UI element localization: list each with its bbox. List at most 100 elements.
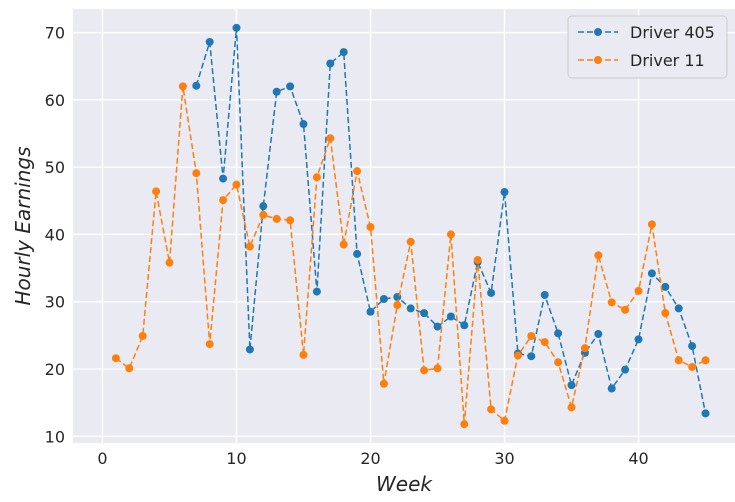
data-point [232,23,241,32]
data-point [232,180,241,189]
data-point [138,332,147,341]
data-point [567,403,576,412]
series-line [195,27,707,414]
data-point [393,301,402,310]
data-point [192,169,201,178]
data-point [272,214,281,223]
data-point [527,332,536,341]
data-point [286,82,295,91]
data-point [259,202,268,211]
data-point [647,269,656,278]
data-point [326,134,335,143]
data-point [674,356,683,365]
data-point [473,255,482,264]
data-point [500,416,509,425]
data-point [594,251,603,260]
data-point [701,409,710,418]
data-point [245,242,254,251]
data-point [312,287,321,296]
data-point [607,298,616,307]
x-tick-label: 40 [628,449,648,468]
y-tick-label: 30 [45,293,65,312]
data-point [500,188,509,197]
data-point [299,350,308,359]
data-point [621,365,630,374]
y-tick-label: 20 [45,360,65,379]
data-point [406,304,415,313]
data-point [634,335,643,344]
data-point [487,405,496,414]
x-tick-label: 0 [97,449,107,468]
tick-labels: 0 10 20 30 40 10 20 30 40 50 60 70 [45,24,649,468]
data-point [339,48,348,57]
data-point [567,381,576,390]
data-point [661,309,670,318]
y-axis-label: Hourly Earnings [11,146,35,305]
data-point [688,362,697,371]
data-point [379,295,388,304]
data-point [299,120,308,129]
data-point [406,237,415,246]
data-point [701,356,710,365]
data-point [219,174,228,183]
series-2 [111,82,710,429]
data-point [433,364,442,373]
data-point [312,173,321,182]
data-point [111,354,120,363]
legend: Driver 405 Driver 11 [567,15,728,79]
data-point [554,329,563,338]
legend-marker [594,28,602,36]
data-point [272,87,281,96]
data-point [460,420,469,429]
data-point [554,358,563,367]
data-point [219,196,228,205]
data-point [594,329,603,338]
series-1 [192,23,710,418]
data-point [688,342,697,351]
data-point [647,220,656,229]
y-tick-label: 60 [45,91,65,110]
data-point [205,37,214,46]
data-point [286,216,295,225]
data-point [245,345,254,354]
data-point [446,230,455,239]
y-tick-label: 10 [45,427,65,446]
data-point [513,351,522,360]
legend-label: Driver 405 [630,23,715,42]
x-axis-label: Week [376,472,433,496]
data-point [353,249,362,258]
data-point [433,322,442,331]
data-point [460,321,469,330]
data-point [165,258,174,267]
data-point [125,364,134,373]
x-tick-label: 30 [494,449,514,468]
data-point [339,240,348,249]
data-point [540,290,549,299]
x-tick-label: 20 [360,449,380,468]
data-point [661,282,670,291]
data-point [205,340,214,349]
data-point [540,338,549,347]
data-point [178,82,187,91]
y-tick-label: 40 [45,225,65,244]
data-point [259,210,268,219]
data-point [353,167,362,176]
data-point [420,366,429,375]
data-point [152,187,161,196]
y-tick-label: 50 [45,158,65,177]
data-point [326,59,335,68]
legend-marker [594,56,602,64]
data-point [487,288,496,297]
x-tick-label: 10 [226,449,246,468]
data-point [379,379,388,388]
data-point [674,304,683,313]
data-point [607,384,616,393]
data-point [446,312,455,321]
data-point [580,344,589,353]
y-tick-label: 70 [45,24,65,43]
legend-label: Driver 11 [630,51,705,70]
data-point [621,305,630,314]
data-point [634,286,643,295]
data-point [192,81,201,90]
